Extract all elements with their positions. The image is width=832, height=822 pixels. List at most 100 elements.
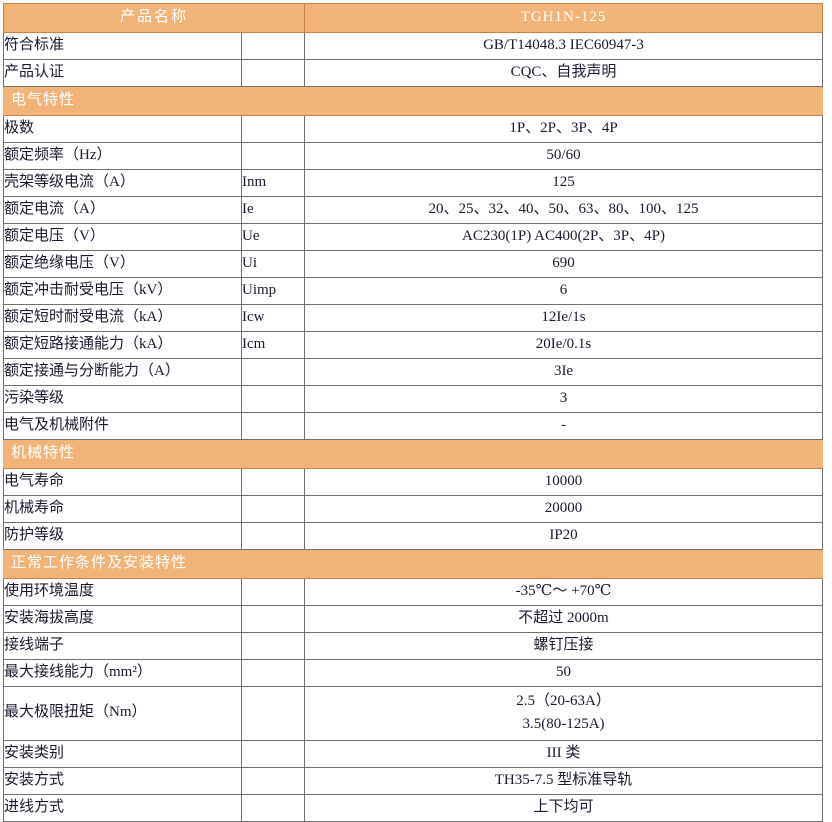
row-label-cell: 符合标准 — [3, 32, 242, 60]
row-value-line: 3.5(80-125A) — [522, 715, 605, 732]
row-symbol-cell: Ue — [240, 223, 306, 251]
table-row: 最大极限扭矩（Nm） 2.5（20-63A） 3.5(80-125A) — [3, 686, 824, 741]
row-symbol-cell — [240, 632, 306, 660]
row-symbol-cell — [240, 59, 306, 87]
row-label-cell: 污染等级 — [3, 385, 242, 413]
row-label-cell: 安装海拔高度 — [3, 605, 242, 633]
row-value-cell: 螺钉压接 — [304, 632, 824, 660]
row-symbol-cell — [240, 578, 306, 606]
row-value-cell: GB/T14048.3 IEC60947-3 — [304, 32, 824, 60]
table-row: 额定频率（Hz） 50/60 — [3, 142, 824, 170]
row-value-cell: - — [304, 412, 824, 440]
row-label-cell: 最大极限扭矩（Nm） — [3, 686, 242, 741]
table-row: 额定短路接通能力（kA） Icm 20Ie/0.1s — [3, 331, 824, 359]
table-row: 极数 1P、2P、3P、4P — [3, 115, 824, 143]
row-label-cell: 防护等级 — [3, 522, 242, 550]
row-value-cell: 50 — [304, 659, 824, 687]
table-row: 壳架等级电流（A） Inm 125 — [3, 169, 824, 197]
row-value-cell: 20Ie/0.1s — [304, 331, 824, 359]
row-label-cell: 额定接通与分断能力（A） — [3, 358, 242, 386]
row-label-cell: 额定短时耐受电流（kA） — [3, 304, 242, 332]
row-label-cell: 机械寿命 — [3, 495, 242, 523]
table-row: 产品认证 CQC、自我声明 — [3, 59, 824, 87]
row-symbol-cell: Ui — [240, 250, 306, 278]
row-symbol-cell — [240, 32, 306, 60]
row-label-cell: 电气寿命 — [3, 468, 242, 496]
row-value-cell: CQC、自我声明 — [304, 59, 824, 87]
section-title-cell: 正常工作条件及安装特性 — [2, 549, 824, 579]
row-symbol-cell — [240, 358, 306, 386]
row-value-cell: 690 — [304, 250, 824, 278]
table-header-row: 产品名称 TGH1N-125 — [2, 3, 824, 33]
row-label-cell: 进线方式 — [3, 793, 242, 822]
product-spec-sheet: 产品名称 TGH1N-125 符合标准 GB/T14048.3 IEC60947-3 产… — [2, 3, 824, 822]
row-symbol-cell — [240, 686, 306, 741]
table-row: 电气寿命 10000 — [3, 468, 824, 496]
row-symbol-cell — [240, 605, 306, 633]
row-symbol-cell: Inm — [240, 169, 306, 197]
row-value-cell: 3 — [304, 385, 824, 413]
table-row: 安装类别 III 类 — [3, 739, 824, 768]
row-symbol-cell: Uimp — [240, 277, 306, 305]
header-label-cell: 产品名称 — [2, 3, 306, 33]
table-row: 额定短时耐受电流（kA） Icw 12Ie/1s — [3, 304, 824, 332]
row-symbol-cell — [240, 793, 306, 822]
table-row: 安装方式 TH35-7.5 型标准导轨 — [3, 766, 824, 795]
row-value-cell: III 类 — [304, 739, 824, 768]
row-label-cell: 极数 — [3, 115, 242, 143]
row-value-line: 2.5（20-63A） — [516, 693, 611, 709]
section-title-cell: 电气特性 — [2, 86, 824, 116]
row-symbol-cell — [240, 739, 306, 768]
row-value-cell: AC230(1P) AC400(2P、3P、4P) — [304, 223, 824, 251]
section-title-cell: 机械特性 — [2, 439, 824, 469]
row-label-cell: 额定电流（A） — [3, 196, 242, 224]
spec-table-body: 产品名称 TGH1N-125 符合标准 GB/T14048.3 IEC60947-3 产… — [2, 3, 824, 822]
row-value-cell: 3Ie — [304, 358, 824, 386]
row-label-cell: 额定电压（V） — [3, 223, 242, 251]
row-value-cell: 20000 — [304, 495, 824, 523]
row-symbol-cell: Icw — [240, 304, 306, 332]
table-row: 额定接通与分断能力（A） 3Ie — [3, 358, 824, 386]
row-value-cell: 不超过 2000m — [304, 605, 824, 633]
table-row: 电气及机械附件 - — [3, 412, 824, 440]
table-row: 防护等级 IP20 — [3, 522, 824, 550]
table-row: 符合标准 GB/T14048.3 IEC60947-3 — [3, 32, 824, 60]
row-label-cell: 接线端子 — [3, 632, 242, 660]
row-symbol-cell — [240, 115, 306, 143]
row-label-cell: 额定冲击耐受电压（kV） — [3, 277, 242, 305]
specification-table: 产品名称 TGH1N-125 符合标准 GB/T14048.3 IEC60947-3 产… — [2, 3, 824, 822]
row-label-cell: 安装类别 — [3, 739, 242, 768]
table-row: 额定绝缘电压（V） Ui 690 — [3, 250, 824, 278]
row-symbol-cell — [240, 522, 306, 550]
row-value-cell: 10000 — [304, 468, 824, 496]
row-label-cell: 电气及机械附件 — [3, 412, 242, 440]
row-label-cell: 壳架等级电流（A） — [3, 169, 242, 197]
row-symbol-cell — [240, 385, 306, 413]
table-row: 最大接线能力（mm²） 50 — [3, 659, 824, 687]
row-value-cell: 50/60 — [304, 142, 824, 170]
row-symbol-cell — [240, 468, 306, 496]
row-value-cell: 12Ie/1s — [304, 304, 824, 332]
row-symbol-cell — [240, 412, 306, 440]
header-value-cell: TGH1N-125 — [304, 3, 824, 33]
table-row: 额定电压（V） Ue AC230(1P) AC400(2P、3P、4P) — [3, 223, 824, 251]
section-header-row: 机械特性 — [2, 439, 824, 469]
row-label-cell: 额定绝缘电压（V） — [3, 250, 242, 278]
row-label-cell: 安装方式 — [3, 766, 242, 795]
row-symbol-cell — [240, 659, 306, 687]
row-label-cell: 额定频率（Hz） — [3, 142, 242, 170]
table-row: 进线方式 上下均可 — [3, 793, 824, 822]
table-row: 安装海拔高度 不超过 2000m — [3, 605, 824, 633]
row-value-cell: TH35-7.5 型标准导轨 — [304, 766, 824, 795]
table-row: 接线端子 螺钉压接 — [3, 632, 824, 660]
row-label-cell: 产品认证 — [3, 59, 242, 87]
table-row: 机械寿命 20000 — [3, 495, 824, 523]
row-value-cell: 2.5（20-63A） 3.5(80-125A) — [304, 686, 824, 741]
row-label-cell: 使用环境温度 — [3, 578, 242, 606]
row-symbol-cell — [240, 495, 306, 523]
row-symbol-cell: Ie — [240, 196, 306, 224]
row-value-cell: 20、25、32、40、50、63、80、100、125 — [304, 196, 824, 224]
row-value-cell: IP20 — [304, 522, 824, 550]
table-row: 额定冲击耐受电压（kV） Uimp 6 — [3, 277, 824, 305]
section-header-row: 正常工作条件及安装特性 — [2, 549, 824, 579]
